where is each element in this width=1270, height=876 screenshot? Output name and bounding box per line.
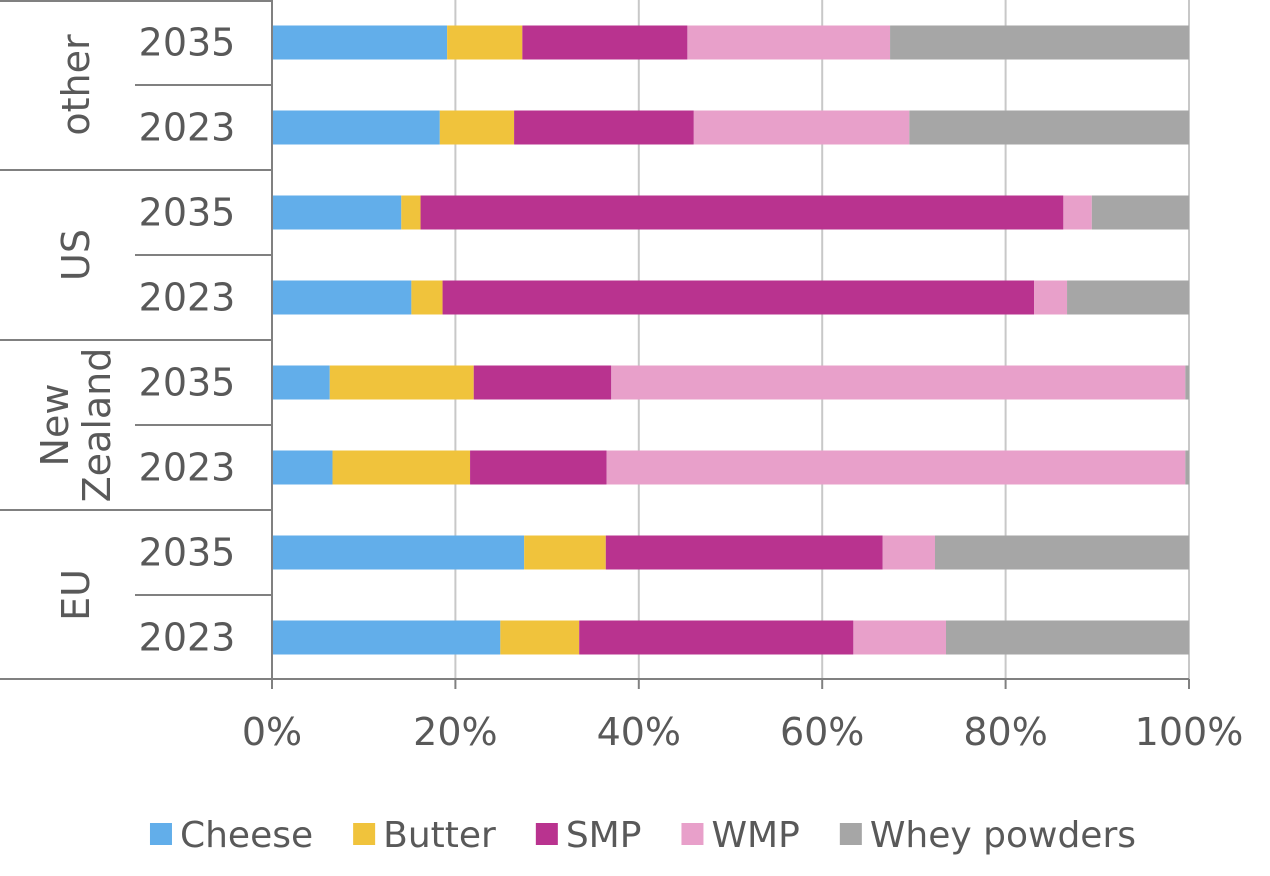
group-label: US [54, 229, 98, 281]
legend-label: Butter [383, 815, 496, 856]
bar-whey-powders [1067, 280, 1189, 315]
bar-whey-powders [1185, 450, 1189, 485]
bar-cheese [272, 535, 525, 570]
group-label-line: EU [54, 569, 98, 621]
legend: Cheese Butter SMP WMP Whey powders [149, 815, 1136, 856]
category-label: 2035 [139, 21, 236, 65]
bar-wmp [693, 110, 910, 145]
x-tick-label: 0% [242, 710, 302, 754]
bar-cheese [272, 280, 412, 315]
legend-label: WMP [711, 815, 799, 856]
bar-butter [524, 535, 606, 570]
group-label: EU [54, 569, 98, 621]
bar-cheese [272, 195, 402, 230]
legend-swatch [681, 823, 704, 845]
bars [272, 25, 1189, 655]
bar-smp [605, 535, 883, 570]
legend-swatch [353, 823, 376, 845]
legend-swatch [839, 823, 862, 845]
bar-smp [420, 195, 1064, 230]
bar-smp [579, 620, 854, 655]
x-tick-label: 80% [963, 710, 1047, 754]
bar-smp [470, 450, 607, 485]
bar-whey-powders [909, 110, 1189, 145]
gridlines [454, 0, 1190, 679]
category-label: 2023 [139, 616, 236, 660]
bar-butter [329, 365, 474, 400]
legend-label: Cheese [180, 815, 313, 856]
bar-wmp [611, 365, 1186, 400]
category-label: 2023 [139, 106, 236, 150]
group-label-line: other [54, 34, 98, 136]
bar-butter [500, 620, 580, 655]
bar-butter [332, 450, 471, 485]
bar-wmp [882, 535, 935, 570]
bar-wmp [687, 25, 891, 60]
axes: 0% 20% 40% 60% 80% 100% [0, 0, 1243, 754]
legend-label: Whey powders [870, 815, 1136, 856]
category-label: 2035 [139, 361, 236, 405]
bar-wmp [853, 620, 946, 655]
group-label-line: Zealand [75, 348, 119, 503]
x-tick-label: 40% [597, 710, 681, 754]
group-label: other [54, 34, 98, 136]
bar-whey-powders [945, 620, 1189, 655]
bar-whey-powders [1185, 365, 1189, 400]
bar-butter [439, 110, 515, 145]
group-label: NewZealand [33, 348, 119, 503]
bar-wmp [1034, 280, 1068, 315]
x-tick-label: 20% [413, 710, 497, 754]
bar-cheese [272, 25, 448, 60]
bar-whey-powders [1091, 195, 1189, 230]
bar-wmp [606, 450, 1186, 485]
legend-label: SMP [566, 815, 642, 856]
bar-cheese [272, 365, 330, 400]
bar-smp [473, 365, 612, 400]
bar-smp [442, 280, 1035, 315]
bar-butter [447, 25, 523, 60]
bar-whey-powders [890, 25, 1189, 60]
category-label: 2035 [139, 191, 236, 235]
group-label-line: US [54, 229, 98, 281]
legend-swatch [535, 823, 558, 845]
bar-smp [514, 110, 694, 145]
group-label-line: New [33, 384, 77, 467]
category-label: 2023 [139, 446, 236, 490]
bar-butter [411, 280, 443, 315]
category-label: 2035 [139, 531, 236, 575]
bar-cheese [272, 620, 501, 655]
bar-butter [401, 195, 421, 230]
bar-cheese [272, 110, 440, 145]
bar-wmp [1063, 195, 1092, 230]
x-tick-label: 60% [780, 710, 864, 754]
legend-swatch [149, 823, 172, 845]
x-tick-label: 100% [1135, 710, 1244, 754]
category-label: 2023 [139, 276, 236, 320]
bar-whey-powders [934, 535, 1189, 570]
bar-smp [522, 25, 688, 60]
category-labels: 2035 2023 2035 2023 2035 2023 2035 2023 other US N… [33, 21, 235, 660]
bar-cheese [272, 450, 333, 485]
